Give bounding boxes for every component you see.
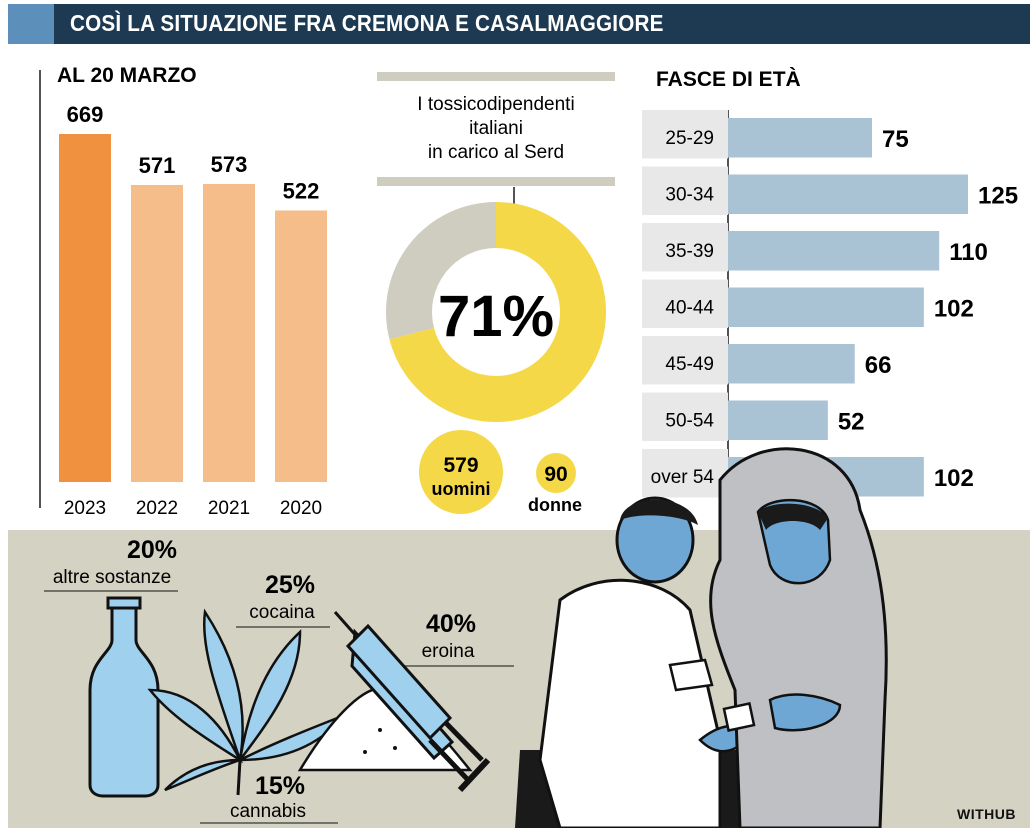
substance-label-rules bbox=[44, 590, 514, 824]
age-bar-value-1: 125 bbox=[978, 183, 1018, 210]
age-tick-2: 35-39 bbox=[665, 241, 714, 262]
credit-label: WITHUB bbox=[957, 806, 1016, 822]
women-count: 90 bbox=[544, 463, 567, 486]
page-title: COSÌ LA SITUAZIONE FRA CREMONA E CASALMA… bbox=[70, 10, 664, 36]
donut-title-line-1: I tossicodipendenti bbox=[417, 94, 574, 115]
eroina-percent: 40% bbox=[426, 610, 476, 638]
cannabis-label: cannabis bbox=[230, 801, 306, 822]
men-count: 579 bbox=[443, 454, 478, 477]
age-bar-value-4: 66 bbox=[865, 352, 892, 379]
age-row-bg-6 bbox=[642, 449, 728, 498]
age-tick-0: 25-29 bbox=[665, 128, 714, 149]
age-bar-5 bbox=[728, 400, 828, 440]
donut-slice-rest bbox=[386, 202, 496, 340]
age-tick-1: 30-34 bbox=[665, 185, 714, 206]
year-bar-value-2021: 573 bbox=[211, 152, 248, 177]
age-tick-4: 45-49 bbox=[665, 354, 714, 375]
year-bar-2023 bbox=[59, 134, 111, 482]
donut-title-rule-top bbox=[377, 72, 615, 81]
donut-center-label: 71% bbox=[438, 284, 554, 349]
cannabis-percent: 15% bbox=[255, 772, 305, 800]
year-bar-value-2020: 522 bbox=[283, 178, 320, 203]
donut-slices bbox=[386, 202, 606, 422]
year-bars: 669 2023 571 2022 573 2021 522 2020 bbox=[59, 102, 327, 519]
year-bar-value-2022: 571 bbox=[139, 153, 176, 178]
eroina-label: eroina bbox=[422, 641, 475, 662]
age-bar-0 bbox=[728, 118, 872, 158]
serd-donut-chart: I tossicodipendenti italiani in carico a… bbox=[377, 72, 615, 515]
year-tick-2021: 2021 bbox=[208, 498, 250, 519]
age-bar-value-2: 110 bbox=[949, 239, 988, 266]
age-row-bg-4 bbox=[642, 336, 728, 385]
age-row-bg-1 bbox=[642, 166, 728, 215]
age-tick-5: 50-54 bbox=[665, 411, 714, 432]
year-bar-chart: AL 20 MARZO 669 2023 571 2022 573 2021 522 2020 bbox=[39, 64, 327, 519]
year-tick-2020: 2020 bbox=[280, 498, 322, 519]
men-label: uomini bbox=[432, 479, 491, 499]
donut-title-line-2: italiani bbox=[469, 118, 523, 139]
age-row-bg-5 bbox=[642, 392, 728, 441]
year-tick-2023: 2023 bbox=[64, 498, 106, 519]
age-bar-2 bbox=[728, 231, 940, 271]
age-row-bg-0 bbox=[642, 110, 728, 159]
year-chart-title: AL 20 MARZO bbox=[57, 64, 197, 87]
altre-sostanze-label: altre sostanze bbox=[53, 567, 171, 588]
age-bar-3 bbox=[728, 287, 924, 327]
age-bar-value-5: 52 bbox=[838, 409, 865, 436]
year-bar-2022 bbox=[131, 184, 183, 482]
bottle-icon bbox=[88, 596, 160, 798]
donut-slice-main bbox=[389, 202, 606, 422]
age-bar-1 bbox=[728, 174, 968, 214]
age-tick-3: 40-44 bbox=[665, 298, 714, 319]
age-bar-value-6: 102 bbox=[934, 465, 974, 492]
age-row-bg-2 bbox=[642, 223, 728, 272]
men-badge bbox=[419, 430, 503, 514]
year-tick-2022: 2022 bbox=[136, 498, 178, 519]
donut-title-line-3: in carico al Serd bbox=[428, 142, 564, 163]
age-chart-title: FASCE DI ETÀ bbox=[656, 68, 801, 91]
age-bar-4 bbox=[728, 344, 855, 384]
cocaina-label: cocaina bbox=[249, 602, 315, 623]
year-bar-2021 bbox=[203, 183, 255, 482]
donut-title-rule-bottom bbox=[377, 177, 615, 186]
age-row-bg-3 bbox=[642, 279, 728, 328]
banner-accent bbox=[8, 4, 54, 44]
syringe-icon bbox=[333, 611, 491, 793]
year-bar-value-2023: 669 bbox=[67, 102, 104, 127]
cannabis-leaf-icon bbox=[147, 608, 346, 796]
women-badge bbox=[536, 453, 576, 493]
header-banner: COSÌ LA SITUAZIONE FRA CREMONA E CASALMA… bbox=[8, 4, 1030, 44]
age-bar-value-0: 75 bbox=[882, 126, 909, 153]
age-bar-value-3: 102 bbox=[934, 296, 974, 323]
age-tick-6: over 54 bbox=[651, 467, 715, 488]
people-illustration bbox=[515, 447, 888, 828]
year-bar-2020 bbox=[275, 210, 327, 482]
women-label: donne bbox=[528, 495, 582, 515]
cocaina-percent: 25% bbox=[265, 571, 315, 599]
altre-sostanze-percent: 20% bbox=[127, 536, 177, 564]
